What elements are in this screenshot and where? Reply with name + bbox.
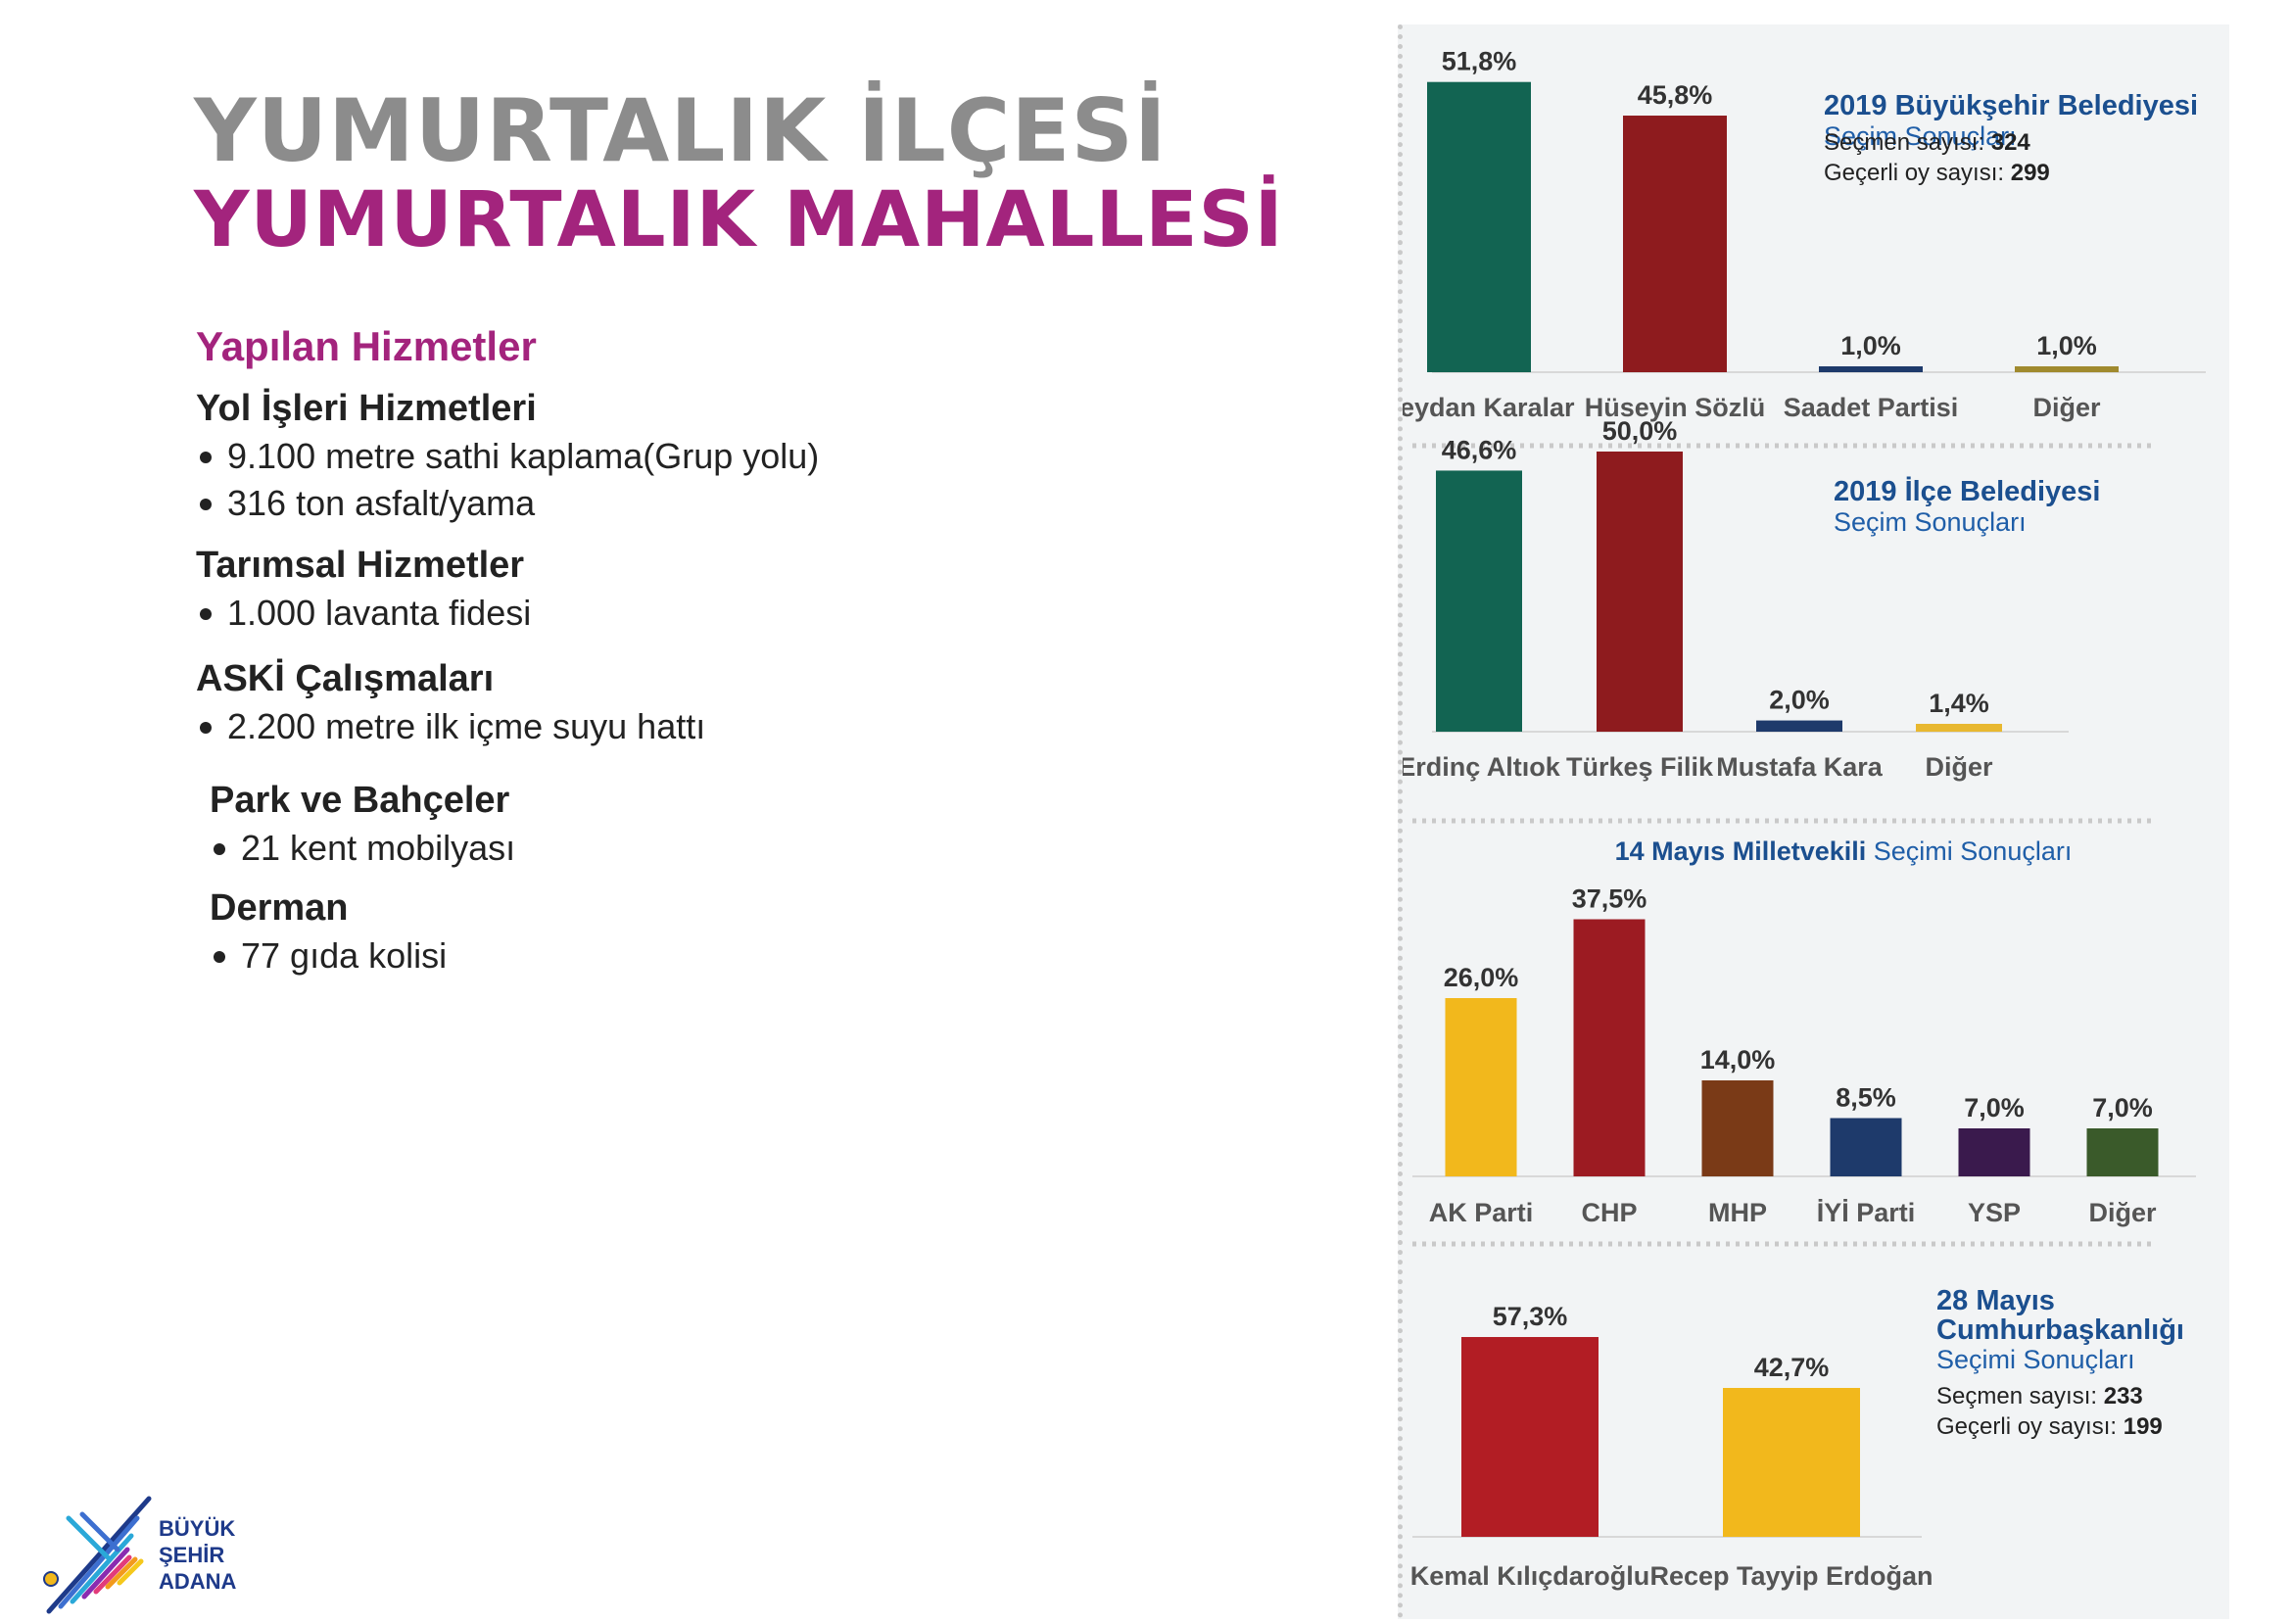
bar-1 [1461, 1337, 1599, 1537]
chart-title: 2019 Büyükşehir Belediyesi [1824, 90, 2198, 121]
data-label: 46,6% [1442, 435, 1517, 464]
data-label: 7,0% [1964, 1093, 2025, 1122]
service-section-title: Derman [210, 887, 349, 929]
data-label: 57,3% [1493, 1302, 1568, 1331]
bar-2 [1723, 1387, 1860, 1537]
neighborhood-title: YUMURTALIK MAHALLESİ [194, 176, 1284, 264]
chart-info: Seçmen sayısı: 324 [1824, 129, 2030, 156]
service-item: 21 kent mobilyası [210, 825, 1077, 872]
service-item: 1.000 lavanta fidesi [196, 590, 1077, 637]
bar-2 [1623, 116, 1727, 373]
bar-3 [1819, 366, 1923, 372]
service-section-derman: Derman 77 gıda kolisi [196, 884, 1077, 979]
district-title: YUMURTALIK İLÇESİ [194, 80, 1168, 181]
service-item: 2.200 metre ilk içme suyu hattı [196, 703, 1077, 750]
chart-info: Geçerli oy sayısı: 199 [1936, 1413, 2163, 1440]
category-label: Türkeş Filik [1566, 752, 1714, 782]
data-label: 2,0% [1769, 686, 1830, 715]
chart-subtitle: Seçimi Sonuçları [1936, 1345, 2135, 1374]
data-label: 1,0% [2036, 331, 2097, 360]
service-section-aski: ASKİ Çalışmaları 2.200 metre ilk içme su… [196, 654, 1077, 750]
bar-5 [1958, 1128, 2030, 1176]
service-item: 316 ton asfalt/yama [196, 480, 1077, 527]
service-item: 77 gıda kolisi [210, 932, 1077, 979]
chart-title: 28 Mayıs [1936, 1285, 2055, 1316]
service-section-parks: Park ve Bahçeler 21 kent mobilyası [196, 776, 1077, 872]
logo-line-2: ŞEHİR [159, 1543, 224, 1567]
data-label: 26,0% [1444, 963, 1519, 992]
logo-line-1: BÜYÜK [159, 1516, 235, 1541]
category-label: Hüseyin Sözlü [1585, 393, 1766, 422]
bar-2 [1573, 919, 1646, 1176]
election-results-panel: 51,8% Zeydan Karalar 45,8% Hüseyin Sözlü 1,0… [1383, 24, 2229, 1619]
bar-3 [1701, 1080, 1774, 1176]
bar-1 [1445, 998, 1517, 1176]
data-label: 51,8% [1442, 47, 1517, 76]
category-label: Diğer [1925, 752, 1993, 782]
bar-1 [1436, 470, 1522, 732]
data-label: 14,0% [1700, 1045, 1776, 1075]
chart-title: 2019 İlçe Belediyesi [1834, 476, 2100, 507]
logo-stripes-icon: BÜYÜK ŞEHİR ADANA [43, 1496, 237, 1614]
bar-2 [1597, 452, 1683, 732]
category-label: CHP [1581, 1198, 1637, 1227]
services-list: Yapılan Hizmetler Yol İşleri Hizmetleri … [196, 323, 1077, 979]
bar-3 [1756, 720, 1842, 732]
buyuksehir-adana-logo: BÜYÜK ŞEHİR ADANA [39, 1489, 274, 1616]
service-section-title: Yol İşleri Hizmetleri [196, 388, 537, 429]
category-label: İYİ Parti [1817, 1198, 1916, 1227]
chart-title: 14 Mayıs Milletvekili Seçimi Sonuçları [1615, 836, 2073, 866]
service-section-agriculture: Tarımsal Hizmetler 1.000 lavanta fidesi [196, 541, 1077, 637]
data-label: 45,8% [1638, 80, 1713, 110]
election-charts: 51,8% Zeydan Karalar 45,8% Hüseyin Sözlü 1,0… [1383, 47, 2206, 1591]
data-label: 1,4% [1929, 689, 1989, 718]
bar-4 [2015, 366, 2119, 372]
category-label: Zeydan Karalar [1403, 393, 1575, 422]
category-label: Kemal Kılıçdaroğlu [1410, 1561, 1650, 1591]
chart-title: Cumhurbaşkanlığı [1936, 1314, 2184, 1346]
data-label: 8,5% [1836, 1083, 1896, 1113]
category-label: MHP [1708, 1198, 1767, 1227]
category-label: Saadet Partisi [1784, 393, 1959, 422]
chart-info: Geçerli oy sayısı: 299 [1824, 160, 2050, 186]
category-label: Mustafa Kara [1716, 752, 1884, 782]
logo-line-3: ADANA [159, 1569, 237, 1594]
bar-6 [2086, 1128, 2159, 1176]
category-label: AK Parti [1429, 1198, 1534, 1227]
data-label: 37,5% [1572, 884, 1647, 914]
service-section-title: ASKİ Çalışmaları [196, 658, 495, 699]
data-label: 7,0% [2092, 1093, 2153, 1122]
chart-info: Seçmen sayısı: 233 [1936, 1383, 2143, 1409]
category-label: Diğer [2088, 1198, 2157, 1227]
chart-subtitle: Seçim Sonuçları [1824, 121, 2017, 151]
data-label: 1,0% [1840, 331, 1901, 360]
category-label: YSP [1968, 1198, 2021, 1227]
category-label: Diğer [2032, 393, 2101, 422]
data-label: 42,7% [1754, 1353, 1830, 1382]
bar-1 [1427, 81, 1531, 373]
service-item: 9.100 metre sathi kaplama(Grup yolu) [196, 433, 1077, 480]
emblem-icon [43, 1571, 59, 1587]
chart-subtitle: Seçim Sonuçları [1834, 507, 2027, 537]
category-label: Erdinç Altıok [1403, 752, 1561, 782]
category-label: Recep Tayyip Erdoğan [1649, 1561, 1933, 1591]
bar-4 [1916, 723, 2002, 732]
data-label: 50,0% [1602, 416, 1678, 446]
service-section-title: Park ve Bahçeler [210, 780, 510, 821]
services-heading: Yapılan Hizmetler [196, 323, 537, 369]
bar-4 [1830, 1118, 1902, 1176]
service-section-roads: Yol İşleri Hizmetleri 9.100 metre sathi … [196, 384, 1077, 527]
service-section-title: Tarımsal Hizmetler [196, 545, 525, 586]
